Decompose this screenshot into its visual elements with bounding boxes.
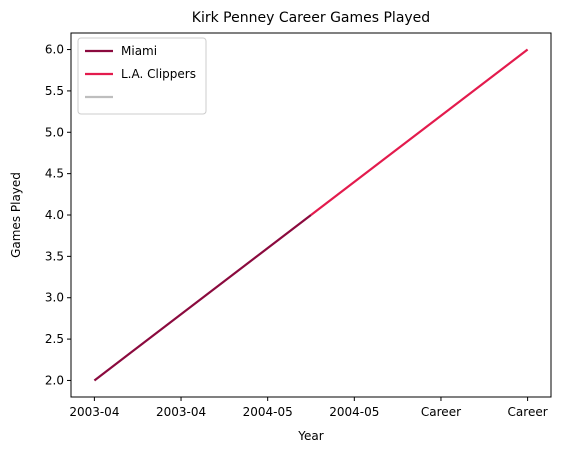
legend-label: L.A. Clippers: [121, 67, 196, 81]
y-tick-label: 2.0: [45, 373, 64, 387]
legend-label: Miami: [121, 44, 157, 58]
y-axis: 2.0 2.5 3.0 3.5 4.0 4.5 5.0 5.5 6.0: [45, 43, 71, 387]
y-tick-label: 3.0: [45, 291, 64, 305]
y-tick-label: 6.0: [45, 43, 64, 57]
x-axis: 2003-04 2003-04 2004-05 2004-05 Career Career: [69, 397, 548, 419]
legend-box: [77, 37, 207, 115]
plot-area: [93, 48, 529, 382]
x-tick-label: Career: [508, 405, 548, 419]
x-axis-label: Year: [297, 429, 323, 443]
x-tick-label: 2004-05: [243, 405, 293, 419]
x-tick-label: 2004-05: [329, 405, 379, 419]
chart-title: Kirk Penney Career Games Played: [192, 10, 430, 26]
y-tick-label: 2.5: [45, 332, 64, 346]
y-tick-label: 4.0: [45, 208, 64, 222]
y-axis-label: Games Played: [9, 172, 23, 258]
x-tick-label: Career: [421, 405, 461, 419]
y-tick-label: 5.0: [45, 125, 64, 139]
legend: Miami L.A. Clippers: [77, 37, 207, 115]
y-tick-label: 5.5: [45, 84, 64, 98]
series-line: [310, 48, 529, 216]
x-tick-label: 2003-04: [69, 405, 119, 419]
y-tick-label: 4.5: [45, 167, 64, 181]
x-tick-label: 2003-04: [156, 405, 206, 419]
series-line: [93, 214, 312, 382]
y-tick-label: 3.5: [45, 249, 64, 263]
